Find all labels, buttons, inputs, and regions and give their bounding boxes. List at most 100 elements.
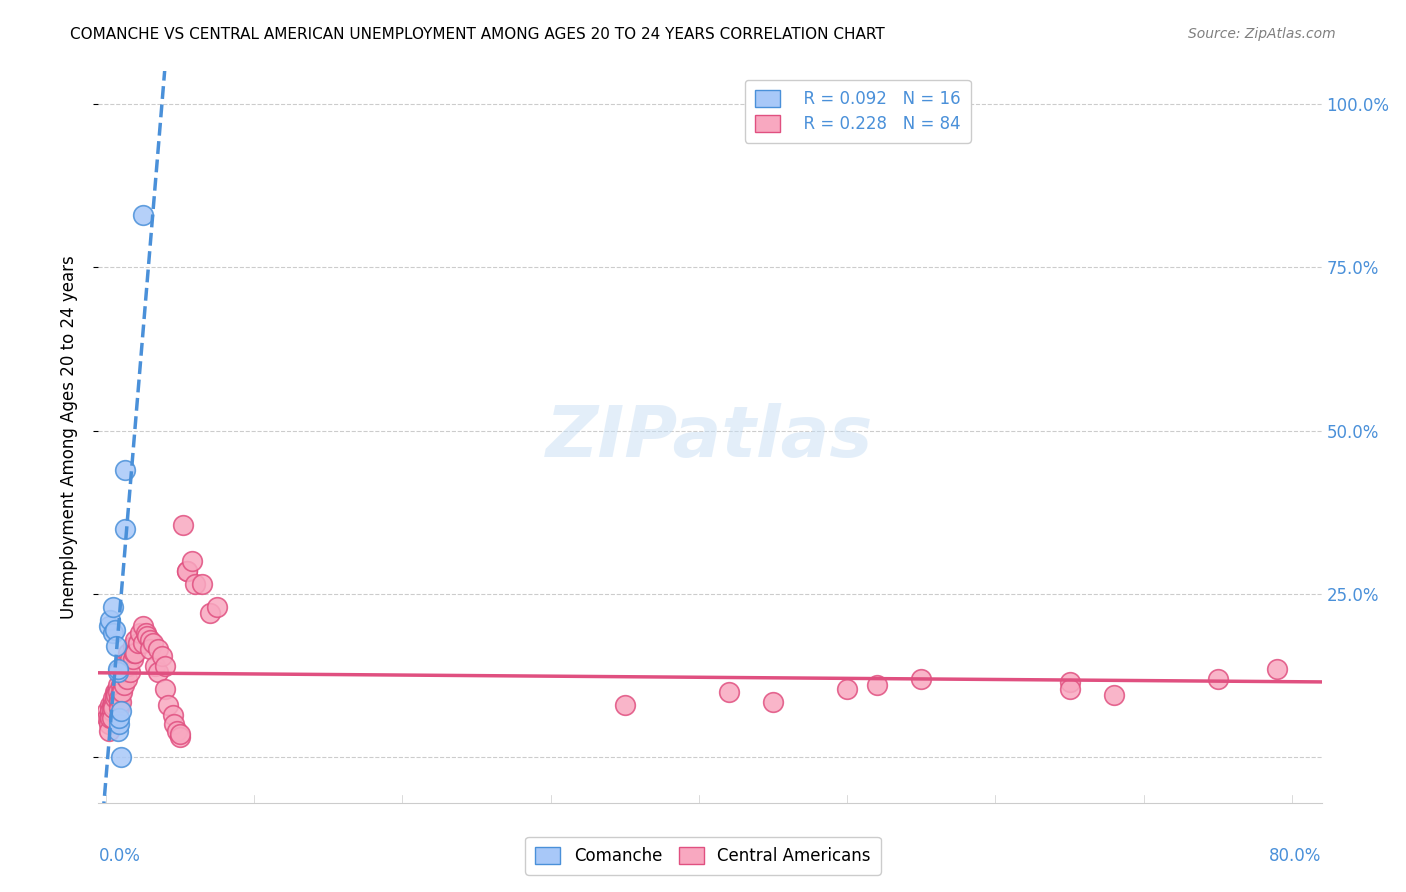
Text: ZIPatlas: ZIPatlas bbox=[547, 402, 873, 472]
Point bbox=[169, 731, 191, 745]
Point bbox=[104, 691, 127, 706]
Point bbox=[127, 636, 149, 650]
Point bbox=[112, 665, 135, 680]
Point bbox=[762, 695, 785, 709]
Point bbox=[111, 672, 134, 686]
Point bbox=[108, 695, 131, 709]
Point bbox=[114, 658, 136, 673]
Point bbox=[118, 665, 141, 680]
Point bbox=[103, 698, 125, 712]
Point bbox=[100, 711, 122, 725]
Point bbox=[837, 681, 859, 696]
Point bbox=[1265, 662, 1288, 676]
Legend: Comanche, Central Americans: Comanche, Central Americans bbox=[526, 837, 880, 875]
Point bbox=[117, 646, 139, 660]
Point bbox=[135, 626, 157, 640]
Point bbox=[110, 705, 132, 719]
Point bbox=[176, 564, 198, 578]
Point bbox=[98, 705, 121, 719]
Point bbox=[153, 681, 176, 696]
Point bbox=[110, 695, 132, 709]
Point bbox=[146, 665, 169, 680]
Point bbox=[153, 658, 176, 673]
Point bbox=[103, 626, 125, 640]
Point bbox=[143, 658, 166, 673]
Point bbox=[115, 652, 138, 666]
Point bbox=[117, 658, 139, 673]
Point bbox=[97, 723, 120, 738]
Point bbox=[108, 691, 131, 706]
Point bbox=[98, 705, 121, 719]
Point bbox=[136, 629, 159, 643]
Point bbox=[97, 619, 120, 633]
Point bbox=[105, 685, 128, 699]
Point bbox=[96, 711, 118, 725]
Point bbox=[111, 685, 134, 699]
Point bbox=[132, 619, 155, 633]
Point bbox=[115, 672, 138, 686]
Point bbox=[124, 632, 146, 647]
Text: Source: ZipAtlas.com: Source: ZipAtlas.com bbox=[1188, 27, 1336, 41]
Point bbox=[114, 522, 136, 536]
Point bbox=[114, 463, 136, 477]
Point bbox=[114, 665, 136, 680]
Point bbox=[169, 727, 191, 741]
Point bbox=[166, 723, 188, 738]
Point bbox=[103, 701, 125, 715]
Point bbox=[866, 678, 889, 692]
Point bbox=[1206, 672, 1229, 686]
Point bbox=[163, 717, 186, 731]
Point bbox=[97, 717, 120, 731]
Point bbox=[104, 623, 127, 637]
Point bbox=[191, 577, 214, 591]
Point bbox=[110, 685, 132, 699]
Point bbox=[107, 723, 129, 738]
Point bbox=[142, 636, 165, 650]
Point bbox=[103, 691, 125, 706]
Point bbox=[176, 564, 198, 578]
Point bbox=[100, 705, 122, 719]
Point bbox=[118, 652, 141, 666]
Point bbox=[107, 662, 129, 676]
Point bbox=[105, 688, 128, 702]
Legend:   R = 0.092   N = 16,   R = 0.228   N = 84: R = 0.092 N = 16, R = 0.228 N = 84 bbox=[745, 79, 970, 143]
Point bbox=[1059, 681, 1081, 696]
Point bbox=[121, 652, 143, 666]
Text: 0.0%: 0.0% bbox=[98, 847, 141, 865]
Point bbox=[121, 639, 143, 653]
Point bbox=[139, 642, 162, 657]
Point bbox=[172, 518, 194, 533]
Point bbox=[146, 642, 169, 657]
Point bbox=[910, 672, 932, 686]
Point bbox=[108, 717, 131, 731]
Point bbox=[105, 639, 128, 653]
Point bbox=[1102, 688, 1125, 702]
Point bbox=[157, 698, 180, 712]
Point bbox=[112, 678, 135, 692]
Point bbox=[124, 646, 146, 660]
Point bbox=[613, 698, 636, 712]
Point bbox=[98, 613, 121, 627]
Point bbox=[98, 698, 121, 712]
Text: COMANCHE VS CENTRAL AMERICAN UNEMPLOYMENT AMONG AGES 20 TO 24 YEARS CORRELATION : COMANCHE VS CENTRAL AMERICAN UNEMPLOYMEN… bbox=[70, 27, 884, 42]
Point bbox=[110, 750, 132, 764]
Point bbox=[107, 665, 129, 680]
Point bbox=[107, 685, 129, 699]
Point bbox=[104, 685, 127, 699]
Point bbox=[1059, 675, 1081, 690]
Point bbox=[98, 711, 121, 725]
Point bbox=[132, 636, 155, 650]
Point bbox=[108, 701, 131, 715]
Point bbox=[150, 648, 173, 663]
Text: 80.0%: 80.0% bbox=[1270, 847, 1322, 865]
Point bbox=[110, 678, 132, 692]
Point bbox=[139, 632, 162, 647]
Point bbox=[103, 599, 125, 614]
Point bbox=[96, 705, 118, 719]
Point bbox=[107, 678, 129, 692]
Point bbox=[100, 698, 122, 712]
Point bbox=[108, 711, 131, 725]
Point bbox=[97, 711, 120, 725]
Point bbox=[184, 577, 207, 591]
Point bbox=[132, 208, 155, 222]
